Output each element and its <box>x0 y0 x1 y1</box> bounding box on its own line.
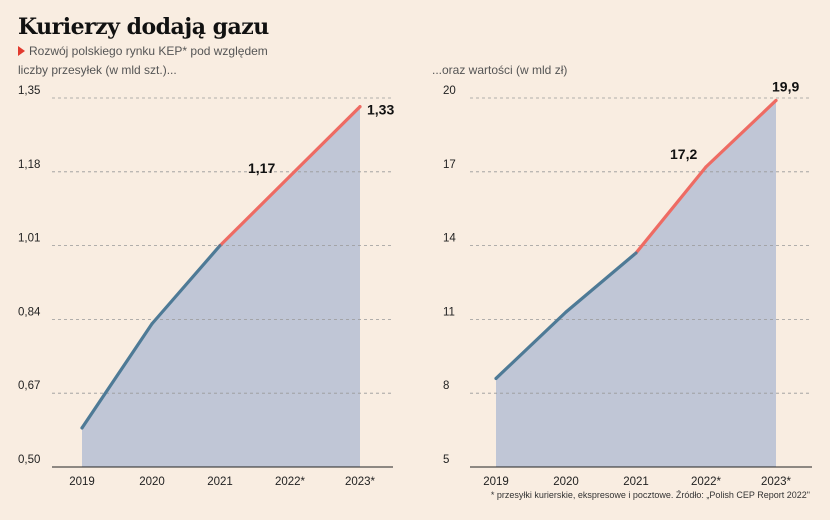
chart2-data-point <box>564 310 568 314</box>
chart2-data-point <box>634 251 638 255</box>
subtitle-right: ...oraz wartości (w mld zł) <box>432 63 568 77</box>
chart2-data-point <box>704 165 708 169</box>
chart2-y-tick-label: 5 <box>443 454 449 466</box>
chart2-data-label: 17,2 <box>670 146 697 162</box>
chart1-y-tick-label: 1,35 <box>18 85 40 97</box>
chart1-y-tick-label: 0,50 <box>18 454 40 466</box>
chart1-x-tick-label: 2023* <box>345 476 376 488</box>
chart2-y-tick-label: 14 <box>443 233 456 245</box>
subtitle-left-text1: Rozwój polskiego rynku KEP* pod względem <box>29 44 268 58</box>
chart1-y-tick-label: 0,84 <box>18 306 41 318</box>
chart1-x-tick-label: 2021 <box>207 476 233 488</box>
chart2-x-tick-label: 2022* <box>691 476 722 488</box>
chart2-data-label: 19,9 <box>772 78 799 94</box>
triangle-marker-icon <box>18 46 25 56</box>
chart2-y-tick-label: 17 <box>443 159 456 171</box>
chart-title: Kurierzy dodają gazu <box>18 14 269 40</box>
chart2-x-tick-label: 2020 <box>553 476 579 488</box>
chart1-data-point <box>80 426 84 430</box>
chart2-y-tick-label: 11 <box>443 306 455 318</box>
chart2-x-tick-label: 2021 <box>623 476 649 488</box>
chart1-data-point <box>288 174 292 178</box>
chart1-data-label: 1,33 <box>367 102 394 118</box>
chart1-x-tick-label: 2019 <box>69 476 95 488</box>
chart1-data-label: 1,17 <box>248 160 275 176</box>
chart1-data-point <box>150 322 154 326</box>
chart2-area-fill <box>496 100 776 468</box>
chart2-data-point <box>494 376 498 380</box>
chart1-y-tick-label: 0,67 <box>18 380 40 392</box>
chart1-x-tick-label: 2022* <box>275 476 306 488</box>
chart2-y-tick-label: 20 <box>443 85 456 97</box>
chart2-x-tick-label: 2023* <box>761 476 792 488</box>
chart1-data-point <box>218 244 222 248</box>
chart1-data-point <box>358 105 362 109</box>
subtitle-left-line2: liczby przesyłek (w mld szt.)... <box>18 63 177 77</box>
footnote: * przesyłki kurierskie, ekspresowe i poc… <box>490 490 810 500</box>
subtitle-left-line1: Rozwój polskiego rynku KEP* pod względem <box>18 44 268 58</box>
chart1-y-tick-label: 1,01 <box>18 233 40 245</box>
chart2-x-tick-label: 2019 <box>483 476 509 488</box>
chart2-y-tick-label: 8 <box>443 380 449 392</box>
chart2-data-point <box>774 98 778 102</box>
chart1-area-fill <box>82 106 360 468</box>
chart1-x-tick-label: 2020 <box>139 476 165 488</box>
chart1-y-tick-label: 1,18 <box>18 159 40 171</box>
